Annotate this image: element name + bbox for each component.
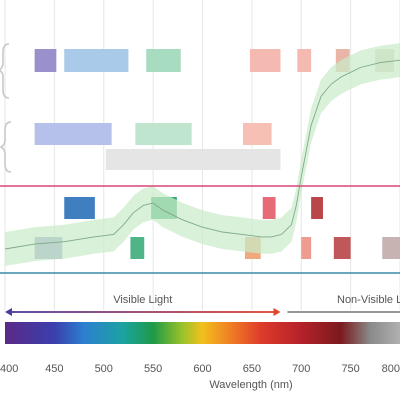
region-band-19: [333, 237, 351, 259]
x-axis-ticks: 400 450 500 550 600 650 700 750 800: [0, 363, 400, 375]
region-band-11: [64, 197, 95, 219]
region-band-0: [34, 49, 57, 72]
spectrum-bar: [5, 322, 400, 344]
region-band-20: [382, 237, 400, 259]
reflectance-curve-line: [4, 59, 400, 250]
x-axis-title: Wavelength (nm): [209, 379, 292, 391]
visible-range-arrow-shaft: [9, 311, 277, 313]
region-band-8: [135, 123, 192, 145]
x-tick-label-3: 550: [144, 363, 162, 375]
region-band-2: [146, 49, 181, 72]
region-band-1: [64, 49, 129, 72]
region-band-13: [262, 197, 276, 219]
region-band-14: [311, 197, 323, 219]
visible-range-arrowhead-right: [273, 308, 281, 316]
region-band-3: [249, 49, 281, 72]
x-tick-label-6: 700: [292, 363, 310, 375]
x-tick-label-7: 750: [341, 363, 359, 375]
row-braces: [0, 43, 12, 173]
x-tick-label-2: 500: [95, 363, 113, 375]
non-visible-light-label: Non-Visible L: [337, 294, 400, 306]
region-bands: [34, 49, 400, 259]
x-tick-label-0: 400: [0, 363, 18, 375]
region-band-4: [297, 49, 312, 72]
reference-lines: [0, 185, 400, 274]
brace-middle-group: [0, 121, 12, 173]
region-band-9: [242, 123, 272, 145]
x-tick-label-5: 650: [243, 363, 261, 375]
x-tick-label-4: 600: [193, 363, 211, 375]
reflectance-curve: [4, 59, 400, 250]
x-tick-label-1: 450: [45, 363, 63, 375]
visible-range-arrowhead-left: [5, 308, 12, 316]
region-band-10: [105, 149, 281, 170]
brace-upper-group: [0, 43, 10, 99]
x-tick-label-8: 800: [382, 363, 400, 375]
region-band-7: [34, 123, 112, 145]
visible-light-label: Visible Light: [113, 294, 172, 306]
region-band-18: [301, 237, 312, 259]
range-arrows: Visible Light Non-Visible L: [5, 294, 400, 316]
region-band-16: [130, 237, 145, 259]
